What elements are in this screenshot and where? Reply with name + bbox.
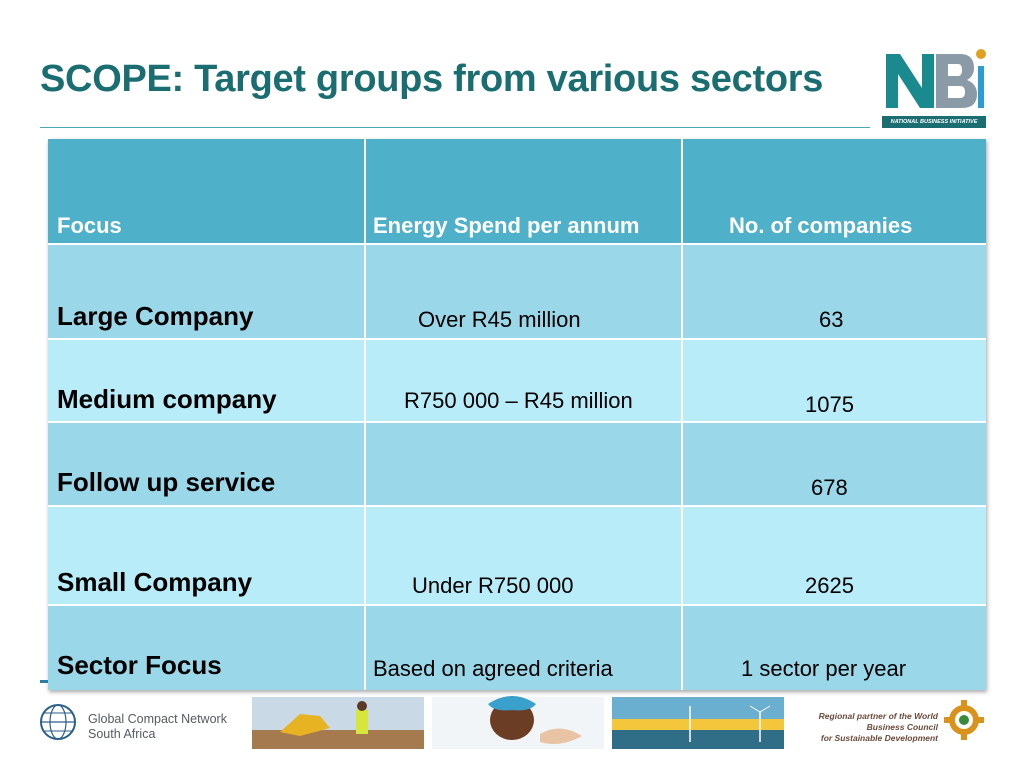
wbcsd-line-1: Regional partner of the World Business C… bbox=[818, 711, 938, 732]
row-spend-value: R750 000 – R45 million bbox=[404, 388, 633, 413]
row-spend-cell: Under R750 000 bbox=[366, 507, 683, 606]
row-count-cell: 2625 bbox=[683, 507, 986, 606]
row-count-cell: 63 bbox=[683, 245, 986, 340]
row-spend-cell: Over R45 million bbox=[366, 245, 683, 340]
row-spend-value: Over R45 million bbox=[418, 307, 581, 332]
gcn-line-2: South Africa bbox=[88, 727, 156, 741]
wbcsd-line-2: for Sustainable Development bbox=[820, 733, 938, 743]
table-row-small: Small Company bbox=[48, 507, 366, 606]
header-energy-spend: Energy Spend per annum bbox=[373, 213, 640, 238]
row-count-value: 678 bbox=[811, 475, 848, 500]
row-count-value: 2625 bbox=[805, 573, 854, 598]
row-spend-value: Based on agreed criteria bbox=[373, 656, 613, 681]
row-focus-label: Small Company bbox=[57, 567, 253, 597]
header-cell-count: No. of companies bbox=[683, 139, 986, 245]
construction-photo bbox=[252, 697, 424, 749]
wbcsd-gear-icon bbox=[944, 700, 984, 740]
footer-strip bbox=[40, 696, 984, 749]
wbcsd-partner-text: Regional partner of the World Business C… bbox=[790, 711, 938, 744]
row-count-cell: 1075 bbox=[683, 340, 986, 423]
row-spend-cell bbox=[366, 423, 683, 507]
header-focus: Focus bbox=[57, 213, 122, 238]
slide-title: SCOPE: Target groups from various sector… bbox=[40, 58, 824, 100]
row-focus-label: Large Company bbox=[57, 301, 254, 331]
table-row-follow-up: Follow up service bbox=[48, 423, 366, 507]
wind-turbine-photo bbox=[612, 697, 784, 749]
header-cell-energy: Energy Spend per annum bbox=[366, 139, 683, 245]
table-row-large: Large Company bbox=[48, 245, 366, 340]
row-spend-value: Under R750 000 bbox=[412, 573, 574, 598]
footer-accent bbox=[40, 680, 48, 683]
table-row-medium: Medium company bbox=[48, 340, 366, 423]
row-spend-cell: R750 000 – R45 million bbox=[366, 340, 683, 423]
header-company-count: No. of companies bbox=[729, 213, 913, 238]
gcn-line-1: Global Compact Network bbox=[88, 712, 227, 726]
nbi-logo bbox=[882, 48, 986, 116]
row-count-cell: 1 sector per year bbox=[683, 606, 986, 690]
row-spend-cell: Based on agreed criteria bbox=[366, 606, 683, 690]
row-focus-label: Sector Focus bbox=[57, 650, 222, 680]
global-compact-network-logo-text: Global Compact Network South Africa bbox=[88, 712, 227, 742]
row-count-value: 1075 bbox=[805, 392, 854, 417]
title-divider bbox=[40, 127, 870, 128]
logo-tagline: NATIONAL BUSINESS INITIATIVE bbox=[882, 116, 986, 128]
child-photo bbox=[432, 696, 604, 749]
row-focus-label: Medium company bbox=[57, 384, 277, 414]
header-cell-focus: Focus bbox=[48, 139, 366, 245]
row-count-cell: 678 bbox=[683, 423, 986, 507]
scope-table: Focus Energy Spend per annum No. of comp… bbox=[48, 139, 986, 690]
row-focus-label: Follow up service bbox=[57, 467, 276, 497]
row-count-value: 1 sector per year bbox=[741, 656, 907, 681]
global-compact-globe-icon bbox=[40, 704, 76, 740]
table-row-sector: Sector Focus bbox=[48, 606, 366, 690]
row-count-value: 63 bbox=[819, 307, 844, 332]
